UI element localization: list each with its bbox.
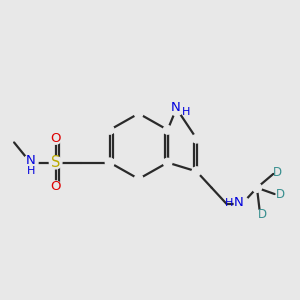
Circle shape <box>192 134 201 143</box>
Circle shape <box>134 109 143 118</box>
Text: N: N <box>26 154 36 167</box>
Circle shape <box>163 158 172 167</box>
Text: D: D <box>273 166 282 179</box>
Text: N: N <box>171 101 181 114</box>
Circle shape <box>50 133 61 144</box>
Circle shape <box>106 126 114 134</box>
Circle shape <box>163 126 172 134</box>
Circle shape <box>49 156 62 169</box>
Circle shape <box>192 167 201 176</box>
Circle shape <box>252 183 262 192</box>
Circle shape <box>192 167 201 176</box>
Circle shape <box>23 155 38 170</box>
Circle shape <box>134 175 143 183</box>
Text: O: O <box>50 132 61 145</box>
Circle shape <box>50 181 61 192</box>
Text: N: N <box>234 196 244 209</box>
Circle shape <box>106 158 114 167</box>
Text: H: H <box>27 166 35 176</box>
Text: O: O <box>50 180 61 193</box>
Text: H: H <box>182 107 190 117</box>
Circle shape <box>234 196 249 212</box>
Text: S: S <box>51 155 60 170</box>
Text: H: H <box>225 198 233 208</box>
Text: D: D <box>275 188 285 200</box>
Circle shape <box>169 101 184 116</box>
Text: D: D <box>257 208 267 221</box>
Circle shape <box>106 158 114 167</box>
